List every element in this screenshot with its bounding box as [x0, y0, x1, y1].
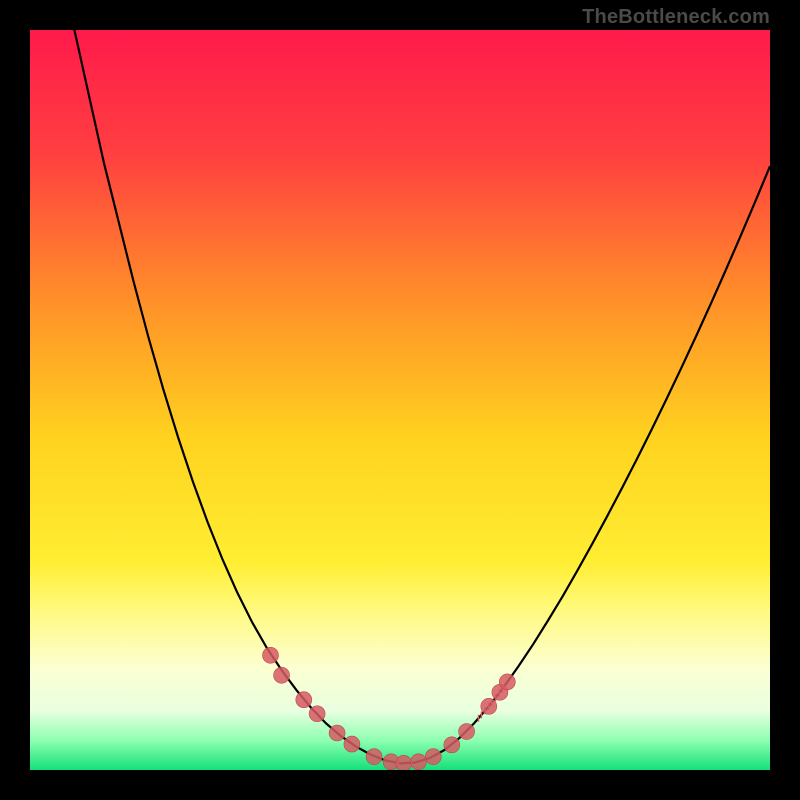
data-marker: [366, 749, 382, 765]
data-marker: [444, 737, 460, 753]
watermark-text: TheBottleneck.com: [582, 6, 770, 29]
data-marker: [425, 749, 441, 765]
data-marker: [411, 754, 427, 770]
chart-frame: TheBottleneck.com: [0, 0, 800, 800]
data-marker: [481, 698, 497, 714]
data-marker: [459, 724, 475, 740]
data-marker: [274, 667, 290, 683]
bottleneck-curve: [74, 30, 770, 763]
chart-svg: [30, 30, 770, 770]
plot-area: [30, 30, 770, 770]
data-marker: [396, 755, 412, 770]
data-marker: [492, 684, 508, 700]
data-marker: [344, 736, 360, 752]
data-marker: [296, 692, 312, 708]
data-marker: [383, 754, 399, 770]
data-marker: [263, 647, 279, 663]
data-marker: [329, 725, 345, 741]
data-marker: [309, 706, 325, 722]
data-marker: [499, 674, 515, 690]
